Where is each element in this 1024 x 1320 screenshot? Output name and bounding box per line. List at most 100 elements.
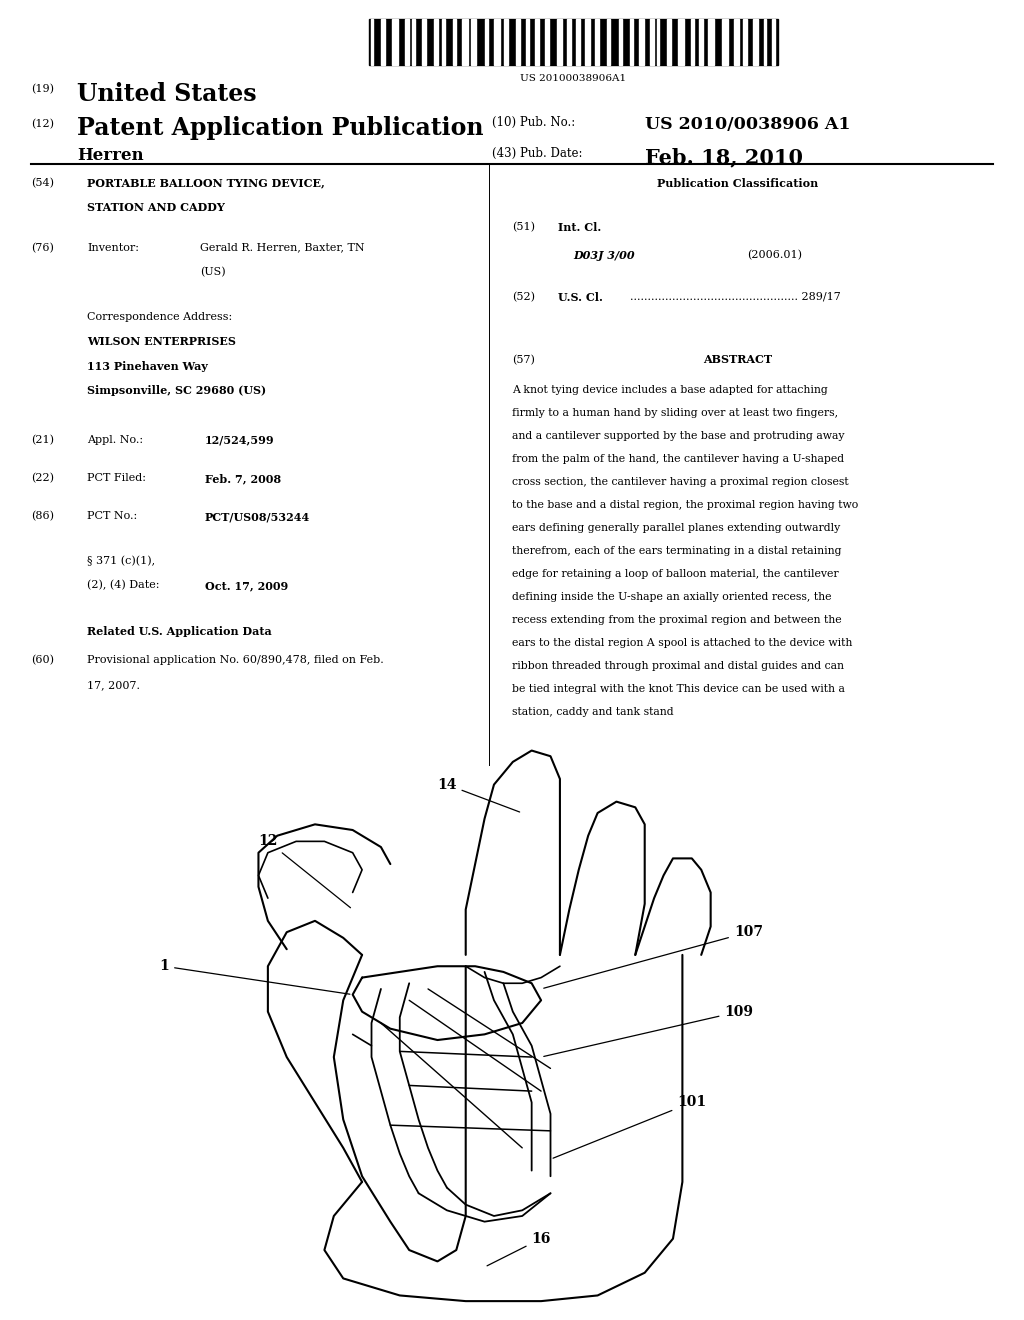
Text: (19): (19) — [31, 84, 53, 95]
Bar — [557, 18, 562, 65]
Bar — [650, 18, 653, 65]
Text: 101: 101 — [553, 1096, 707, 1158]
Text: STATION AND CADDY: STATION AND CADDY — [87, 202, 225, 213]
Text: 109: 109 — [544, 1005, 754, 1056]
Bar — [369, 18, 778, 65]
Text: (2006.01): (2006.01) — [748, 249, 803, 260]
Text: (10) Pub. No.:: (10) Pub. No.: — [492, 116, 574, 129]
Bar — [771, 18, 775, 65]
Text: 17, 2007.: 17, 2007. — [87, 680, 140, 690]
Bar — [454, 18, 457, 65]
Text: station, caddy and tank stand: station, caddy and tank stand — [512, 706, 674, 717]
Bar — [708, 18, 714, 65]
Bar — [371, 18, 373, 65]
Bar — [723, 18, 728, 65]
Text: (76): (76) — [31, 243, 53, 253]
Text: Simpsonville, SC 29680 (US): Simpsonville, SC 29680 (US) — [87, 385, 266, 396]
Text: (57): (57) — [512, 355, 535, 364]
Bar — [691, 18, 693, 65]
Bar — [667, 18, 671, 65]
Text: (21): (21) — [31, 434, 53, 445]
Text: ribbon threaded through proximal and distal guides and can: ribbon threaded through proximal and dis… — [512, 661, 844, 671]
Text: (43) Pub. Date:: (43) Pub. Date: — [492, 147, 582, 160]
Bar — [753, 18, 758, 65]
Text: 113 Pinehaven Way: 113 Pinehaven Way — [87, 360, 208, 372]
Text: US 2010/0038906 A1: US 2010/0038906 A1 — [645, 116, 851, 133]
Text: to the base and a distal region, the proximal region having two: to the base and a distal region, the pro… — [512, 500, 858, 510]
Text: (22): (22) — [31, 473, 53, 483]
Text: Provisional application No. 60/890,478, filed on Feb.: Provisional application No. 60/890,478, … — [87, 655, 384, 665]
Text: (US): (US) — [200, 267, 225, 277]
Text: Feb. 18, 2010: Feb. 18, 2010 — [645, 148, 803, 168]
Text: A knot tying device includes a base adapted for attaching: A knot tying device includes a base adap… — [512, 385, 827, 395]
Text: (12): (12) — [31, 119, 53, 129]
Text: Inventor:: Inventor: — [87, 243, 139, 252]
Bar — [484, 18, 487, 65]
Text: United States: United States — [77, 82, 256, 106]
Text: Publication Classification: Publication Classification — [656, 178, 818, 189]
Text: ABSTRACT: ABSTRACT — [702, 355, 772, 366]
Bar — [504, 18, 508, 65]
Text: (52): (52) — [512, 292, 535, 302]
Text: D03J 3/00: D03J 3/00 — [573, 249, 635, 260]
Text: 107: 107 — [544, 925, 763, 989]
Text: Oct. 17, 2009: Oct. 17, 2009 — [205, 581, 288, 591]
Bar — [462, 18, 468, 65]
Text: Gerald R. Herren, Baxter, TN: Gerald R. Herren, Baxter, TN — [200, 243, 365, 252]
Bar — [392, 18, 398, 65]
Text: firmly to a human hand by sliding over at least two fingers,: firmly to a human hand by sliding over a… — [512, 408, 838, 418]
Text: (60): (60) — [31, 655, 53, 665]
Bar — [620, 18, 622, 65]
Bar — [607, 18, 610, 65]
Text: (2), (4) Date:: (2), (4) Date: — [87, 581, 160, 590]
Bar — [516, 18, 520, 65]
Text: ears to the distal region A spool is attached to the device with: ears to the distal region A spool is att… — [512, 638, 852, 648]
Text: 1: 1 — [160, 960, 350, 994]
Bar — [441, 18, 444, 65]
Text: PCT No.:: PCT No.: — [87, 511, 137, 521]
Text: and a cantilever supported by the base and protruding away: and a cantilever supported by the base a… — [512, 432, 845, 441]
Text: PORTABLE BALLOON TYING DEVICE,: PORTABLE BALLOON TYING DEVICE, — [87, 178, 325, 189]
Text: Appl. No.:: Appl. No.: — [87, 434, 143, 445]
Text: Correspondence Address:: Correspondence Address: — [87, 312, 232, 322]
Text: edge for retaining a loop of balloon material, the cantilever: edge for retaining a loop of balloon mat… — [512, 569, 839, 579]
Text: U.S. Cl.: U.S. Cl. — [558, 292, 603, 302]
Text: cross section, the cantilever having a proximal region closest: cross section, the cantilever having a p… — [512, 477, 849, 487]
Text: Patent Application Publication: Patent Application Publication — [77, 116, 483, 140]
Text: § 371 (c)(1),: § 371 (c)(1), — [87, 556, 156, 566]
Text: Feb. 7, 2008: Feb. 7, 2008 — [205, 473, 281, 484]
Text: PCT Filed:: PCT Filed: — [87, 473, 146, 483]
Text: ears defining generally parallel planes extending outwardly: ears defining generally parallel planes … — [512, 523, 841, 533]
Bar — [698, 18, 703, 65]
Text: US 20100038906A1: US 20100038906A1 — [520, 74, 627, 83]
Bar — [630, 18, 633, 65]
Bar — [734, 18, 739, 65]
Bar — [526, 18, 529, 65]
Text: (86): (86) — [31, 511, 53, 521]
Text: Related U.S. Application Data: Related U.S. Application Data — [87, 626, 271, 638]
Bar — [678, 18, 684, 65]
Text: Int. Cl.: Int. Cl. — [558, 222, 601, 234]
Text: be tied integral with the knot This device can be used with a: be tied integral with the knot This devi… — [512, 684, 845, 694]
Bar — [656, 18, 659, 65]
Bar — [595, 18, 599, 65]
Bar — [586, 18, 590, 65]
Text: ................................................ 289/17: ........................................… — [630, 292, 841, 302]
Text: therefrom, each of the ears terminating in a distal retaining: therefrom, each of the ears terminating … — [512, 546, 842, 556]
Text: 12/524,599: 12/524,599 — [205, 434, 274, 446]
Bar — [577, 18, 580, 65]
Text: PCT/US08/53244: PCT/US08/53244 — [205, 511, 310, 523]
Bar — [434, 18, 438, 65]
Text: from the palm of the hand, the cantilever having a U-shaped: from the palm of the hand, the cantileve… — [512, 454, 844, 465]
Text: (54): (54) — [31, 178, 53, 187]
Bar — [471, 18, 476, 65]
Bar — [545, 18, 549, 65]
Text: 16: 16 — [487, 1232, 551, 1266]
Text: Herren: Herren — [77, 147, 143, 164]
Bar — [743, 18, 746, 65]
Bar — [381, 18, 385, 65]
Text: defining inside the U-shape an axially oriented recess, the: defining inside the U-shape an axially o… — [512, 591, 831, 602]
Bar — [404, 18, 409, 65]
Text: 14: 14 — [437, 777, 519, 812]
Text: 12: 12 — [258, 834, 350, 908]
